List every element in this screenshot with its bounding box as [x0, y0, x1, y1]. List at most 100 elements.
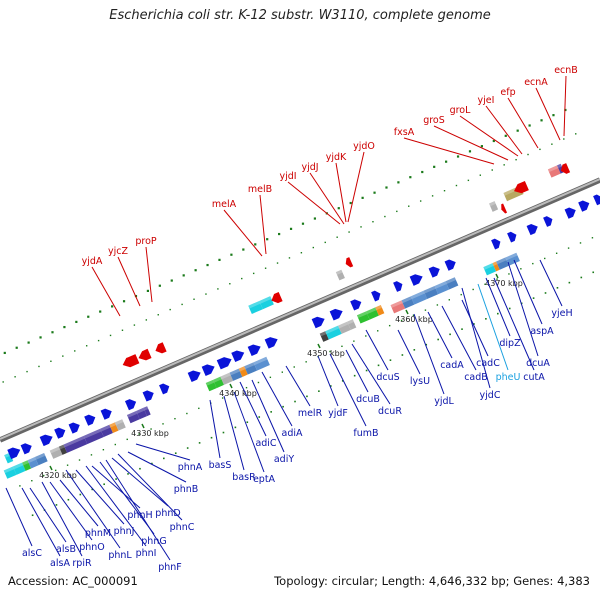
gene-leader-line: [111, 457, 169, 507]
track-dot: [150, 428, 152, 430]
gene-leader-line: [117, 256, 141, 307]
track-dot: [318, 390, 320, 392]
feature-box-row: [489, 201, 499, 212]
feature-box-row: [319, 331, 329, 342]
feature-box-row: [238, 366, 248, 377]
track-dot: [467, 179, 470, 182]
track-dot: [278, 232, 281, 236]
feature-box-row: [58, 444, 68, 455]
track-dot: [133, 324, 136, 326]
gene-label-ecnB: ecnB: [554, 65, 578, 76]
genome-backbone: [0, 177, 600, 443]
reverse-gene-arrow: [501, 203, 508, 214]
forward-gene-arrow: [54, 427, 66, 439]
track-dot: [111, 305, 114, 308]
track-dot: [579, 242, 582, 244]
track-dot: [241, 277, 243, 280]
gene-label-cadA: cadA: [440, 360, 464, 371]
gene-label-cutA: cutA: [523, 372, 545, 383]
gene-label-yjdF: yjdF: [328, 408, 348, 419]
gene-leader-line: [507, 261, 539, 357]
feature-box-row: [366, 307, 379, 320]
gene-label-basR: basR: [232, 472, 256, 483]
feature-boxes: [3, 163, 565, 479]
reverse-gene-arrow: [345, 257, 354, 268]
gene-leader-line: [85, 465, 147, 547]
gene-label-efp: efp: [500, 87, 515, 98]
feature-box-row: [410, 290, 428, 305]
track-dot: [78, 459, 81, 461]
track-dot: [254, 243, 257, 246]
track-dot: [496, 278, 498, 280]
track-dot: [341, 380, 344, 382]
forward-gene-arrow: [578, 200, 590, 212]
reverse-gene-arrow: [155, 342, 167, 354]
gene-label-melB: melB: [248, 184, 272, 195]
track-dot: [567, 247, 570, 249]
track-dot: [433, 165, 436, 168]
track-dot: [425, 343, 428, 346]
gene-leader-line: [233, 391, 265, 473]
track-dot: [421, 170, 424, 174]
forward-gene-arrow: [564, 207, 576, 219]
gene-leader-line: [413, 313, 445, 395]
kbp-tick-label: 4370 kbp: [485, 279, 523, 288]
gene-labels: yjdA yjcZ proP melA melB yjdI yjdJ yjdK yjdO fxsA…: [5, 65, 578, 573]
track-dot: [532, 262, 534, 265]
track-dot: [15, 346, 18, 349]
gene-label-adiY: adiY: [274, 454, 294, 465]
gene-leader-line: [117, 453, 183, 521]
track-dot: [289, 227, 293, 230]
gene-label-yjdC: yjdC: [480, 390, 501, 401]
feature-box-row: [27, 457, 39, 469]
track-dot: [491, 169, 493, 171]
track-dot: [337, 207, 340, 210]
feature-box-row: [434, 281, 450, 295]
track-dot: [372, 221, 374, 223]
kbp-tick-mark: [49, 465, 53, 471]
track-dot: [353, 340, 355, 342]
kbp-tick-mark: [141, 423, 145, 429]
track-dot: [276, 262, 279, 264]
gene-leader-line: [145, 246, 153, 303]
feature-box-row: [356, 311, 370, 324]
track-dot: [266, 238, 269, 241]
track-dot: [205, 293, 207, 295]
track-dot: [169, 308, 171, 311]
kbp-tick-label: 4350 kbp: [307, 349, 345, 358]
kbp-tick-mark: [495, 273, 499, 279]
feature-box-row: [143, 406, 151, 417]
gene-leader-line: [251, 379, 285, 453]
track-dot: [508, 273, 510, 275]
track-dot: [182, 274, 185, 277]
gene-leader-line: [345, 349, 369, 393]
track-dot: [400, 319, 403, 322]
feature-box-row: [335, 269, 345, 281]
track-dot: [264, 267, 267, 269]
feature-box-row: [390, 300, 406, 314]
track-dot: [449, 333, 451, 336]
forward-gene-arrow: [350, 299, 362, 311]
track-dot: [170, 279, 173, 282]
track-dot: [448, 299, 450, 301]
track-dot: [158, 284, 161, 287]
gene-leader-line: [563, 75, 567, 137]
kbp-ticks: 4320 kbp 4330 kbp 4340 kbp 4350 kbp 4360 kbp…: [39, 273, 523, 480]
track-dot: [503, 164, 505, 166]
forward-gene-arrow: [543, 216, 553, 227]
track-dots: [2, 108, 595, 517]
kbp-tick-label: 4360 kbp: [395, 315, 433, 324]
track-dot: [460, 293, 462, 296]
track-dot: [484, 283, 486, 285]
kbp-tick-label: 4340 kbp: [219, 389, 257, 398]
gene-leader-line: [397, 329, 421, 375]
gene-leader-line: [91, 266, 121, 317]
track-dot: [75, 320, 78, 324]
feature-box-row: [49, 446, 63, 459]
forward-gene-arrow: [84, 414, 96, 426]
track-dot: [365, 369, 368, 372]
gene-label-melR: melR: [298, 408, 323, 419]
forward-gene-arrow: [231, 350, 245, 363]
gene-leader-line: [441, 305, 477, 371]
track-dot: [568, 281, 571, 284]
